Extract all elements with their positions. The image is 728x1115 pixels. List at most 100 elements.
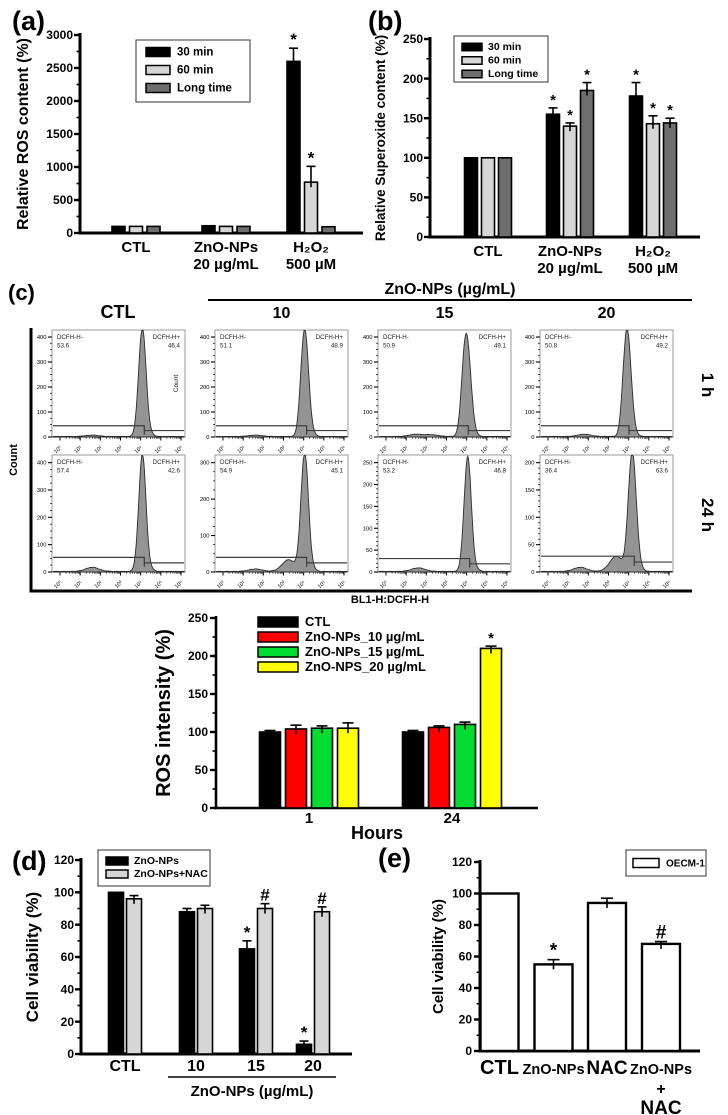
flow-pos-label: DCFH-H+ <box>479 459 507 466</box>
flow-inner-count-label: Count <box>173 375 180 393</box>
significance-asterisk: * <box>301 1023 308 1042</box>
legend-swatch <box>257 631 299 643</box>
flow-pos-value: 46.4 <box>168 343 181 350</box>
flow-neg-label: DCFH-H- <box>220 334 246 341</box>
bar-a-Long time-H₂O₂ 500 µM <box>321 225 336 234</box>
flow-y-tick-label: 50 <box>528 543 534 549</box>
flow-y-axis-title: Count <box>8 444 20 476</box>
flow-histogram-curve <box>215 330 348 438</box>
bar-d-ZnO-NPs+NAC-20 <box>313 910 331 1055</box>
bar-a-60 min-H₂O₂ 500 µM <box>303 181 319 234</box>
flow-x-tick-label: 10¹ <box>400 580 410 590</box>
significance-hash: # <box>260 886 270 905</box>
y-tick-label: 120 <box>54 853 74 867</box>
y-tick-label: 20 <box>459 1013 473 1027</box>
flow-x-tick-label: 10² <box>94 445 104 455</box>
flow-y-tick-label: 400 <box>37 335 47 341</box>
bar-a-30 min-CTL <box>111 225 126 234</box>
flow-y-tick-label: 200 <box>37 515 47 521</box>
flow-x-tick-label: 10⁵ <box>316 579 327 590</box>
flow-y-tick-label: 400 <box>37 461 47 467</box>
flow-x-tick-label: 10³ <box>440 580 450 590</box>
flow-neg-label: DCFH-H- <box>545 334 571 341</box>
flow-pos-value: 42.6 <box>168 468 181 475</box>
flow-x-tick-label: 10¹ <box>400 445 410 455</box>
panel-a-ros-content-chart: 0 500 1000 1500 2000 2500 3000 Relative ROS con… <box>0 0 366 282</box>
flow-x-tick-label: 10⁵ <box>641 579 652 590</box>
y-tick-label: 0 <box>66 226 73 240</box>
x-category-label: ZnO-NPs <box>630 1062 692 1078</box>
flow-y-tick-label: 150 <box>525 488 535 494</box>
y-tick-label: 80 <box>61 918 75 932</box>
y-tick-label: 120 <box>452 855 472 869</box>
flow-y-tick-label: 100 <box>525 515 535 521</box>
legend-swatch <box>461 69 483 79</box>
bar-b-60 min-CTL <box>480 157 496 238</box>
bar-a-60 min-CTL <box>128 225 144 234</box>
significance-asterisk: * <box>244 923 251 942</box>
x-category-label: NAC <box>640 1098 681 1115</box>
y-tick-label: 0 <box>67 1047 74 1061</box>
flow-x-tick-label: 10⁴ <box>621 444 632 455</box>
flow-x-tick-label: 10⁴ <box>296 444 307 455</box>
bar-d-ZnO-NPs+NAC-CTL <box>125 897 143 1055</box>
y-tick-label: 0 <box>465 1044 472 1058</box>
y-tick-label: 0 <box>416 230 423 244</box>
y-tick-label: 2000 <box>46 94 73 108</box>
flow-x-tick-label: 10² <box>94 580 104 590</box>
flow-y-tick-label: 50 <box>366 548 372 554</box>
y-tick-label: 2500 <box>46 61 73 75</box>
flow-y-tick-label: 0 <box>206 570 209 576</box>
significance-asterisk: * <box>550 92 556 109</box>
chart-e-svg: 0 20 40 60 80 100 120 Cell viability (%) CTL * ZnO… <box>430 849 707 1115</box>
significance-asterisk: * <box>567 107 573 124</box>
bar-d-ZnO-NPs-10 <box>178 910 196 1055</box>
flow-y-tick-label: 0 <box>531 435 534 441</box>
significance-asterisk: * <box>584 67 590 84</box>
flow-histogram-curve <box>52 330 185 438</box>
flow-x-tick-label: 10⁰ <box>52 444 63 455</box>
legend-label: OECM-1 <box>666 859 705 870</box>
chart-b-svg: 0 50 100 150 200 250 Relative Superoxide conte… <box>373 32 700 277</box>
y-tick-label: 40 <box>459 981 473 995</box>
bar-a-Long time-CTL <box>146 225 161 234</box>
flow-y-tick-label: 100 <box>363 526 373 532</box>
flow-histogram-curve <box>540 330 673 438</box>
flow-y-tick-label: 0 <box>43 435 46 441</box>
flow-x-tick-label: 10⁶ <box>499 579 510 590</box>
bar-b-30 min-CTL <box>463 157 479 238</box>
flow-gate-lines <box>541 555 672 567</box>
flow-neg-label: DCFH-H- <box>545 459 571 466</box>
flow-y-tick-label: 0 <box>531 570 534 576</box>
y-tick-label: 50 <box>410 191 424 205</box>
flow-x-tick-label: 10⁰ <box>215 579 226 590</box>
flow-y-tick-label: 200 <box>525 461 535 467</box>
flow-x-tick-label: 10⁶ <box>661 444 672 455</box>
flow-neg-value: 57.4 <box>57 468 70 475</box>
flow-frame <box>539 454 674 573</box>
flow-x-tick-label: 10³ <box>602 580 612 590</box>
flow-col-header-dose: 20 <box>598 305 616 322</box>
flow-x-tick-label: 10⁶ <box>336 444 347 455</box>
flow-y-tick-label: 250 <box>363 461 373 467</box>
bar-b-30 min-H₂O₂ 500 µM <box>628 95 644 238</box>
flow-pos-label: DCFH-H+ <box>641 459 669 466</box>
x-category-label: 1 <box>305 810 313 827</box>
x-axis-title-ros: Hours <box>351 823 403 843</box>
flow-pos-value: 49.2 <box>656 343 669 350</box>
x-category-label: + <box>656 1081 665 1098</box>
flow-x-tick-label: 10⁵ <box>479 444 490 455</box>
bar-d-ZnO-NPs-15 <box>238 948 256 1055</box>
legend-box-d <box>97 849 211 887</box>
x-category-label: ZnO-NPs <box>522 1062 584 1078</box>
flow-y-tick-label: 0 <box>369 435 372 441</box>
panel-tag-d: (d) <box>12 846 47 876</box>
flow-y-tick-label: 300 <box>37 488 47 494</box>
legend-swatch <box>461 56 483 65</box>
flow-x-tick-label: 10⁶ <box>336 579 347 590</box>
legend-swatch <box>145 64 171 76</box>
flow-x-tick-label: 10² <box>582 445 592 455</box>
y-tick-label: 40 <box>61 983 75 997</box>
legend-swatch <box>461 42 483 52</box>
